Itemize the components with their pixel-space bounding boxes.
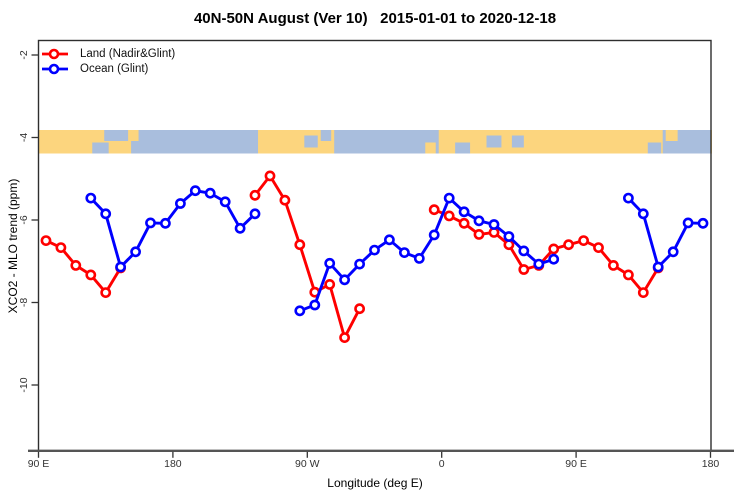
ocean-series-point (383, 234, 395, 246)
ocean-series-point (473, 215, 485, 227)
ocean-series-point (518, 245, 530, 257)
land-series-point (40, 235, 52, 246)
x-tick-label: 180 (702, 458, 720, 470)
ocean-series-point (623, 192, 634, 204)
land-series-point (264, 170, 276, 182)
land-series-point (55, 242, 67, 253)
ocean-series-point (398, 247, 410, 258)
ocean-series-point (324, 257, 336, 269)
ocean-series-point (682, 217, 694, 229)
land-series-point (593, 242, 604, 253)
ocean-series-point (637, 208, 649, 220)
ocean-series-point (339, 274, 350, 286)
map-strip-ocean-segment (647, 142, 662, 154)
ocean-series-point (219, 196, 231, 208)
map-strip-ocean-segment (334, 130, 439, 154)
y-tick-label: -10 (18, 377, 30, 392)
land-series-point (85, 269, 97, 281)
ocean-series-point (130, 246, 141, 258)
map-strip-ocean-segment (92, 142, 109, 154)
ocean-series-point (309, 299, 321, 311)
land-series-point (443, 210, 455, 222)
ocean-series-point (458, 206, 470, 218)
ocean-series-point (548, 253, 560, 265)
land-series-point (294, 239, 306, 251)
map-strip-land-patch (128, 130, 139, 141)
x-tick-label: 90 E (565, 458, 587, 470)
map-strip-ocean-segment (320, 130, 332, 141)
x-tick-label: 0 (439, 458, 445, 470)
land-series-point (324, 278, 336, 290)
land-series-point (100, 287, 112, 298)
land-series-point (428, 204, 440, 216)
ocean-series-point (652, 261, 664, 273)
y-tick-label: -4 (18, 133, 30, 142)
land-series-point (249, 189, 261, 201)
ocean-series-line (626, 196, 705, 269)
ocean-series-point (115, 261, 126, 273)
ocean-series-point (234, 222, 246, 234)
land-series-point (637, 287, 649, 298)
land-series-point (473, 228, 485, 240)
ocean-series-point (100, 208, 112, 220)
land-series-point (339, 332, 350, 343)
land-series-point (578, 235, 589, 246)
land-series-point (354, 303, 365, 315)
ocean-series-point (159, 217, 171, 229)
map-strip-ocean-segment (511, 135, 524, 148)
ocean-series-point (667, 246, 679, 258)
x-tick-label: 90 W (295, 458, 320, 470)
land-series-point (279, 194, 291, 206)
land-series-point (608, 259, 619, 271)
ocean-series-point (533, 258, 545, 270)
ocean-series-point (174, 198, 186, 209)
map-strip-ocean-segment (304, 135, 318, 148)
map-strip-land-patch (665, 130, 678, 141)
land-series-point (548, 243, 560, 255)
ocean-series-point (145, 217, 156, 229)
x-tick-label: 90 E (28, 458, 50, 470)
land-series-point (458, 217, 470, 229)
ocean-series-point (697, 217, 709, 229)
land-series-point (563, 239, 574, 251)
ocean-series-point (488, 219, 500, 230)
map-strip-ocean-segment (131, 130, 259, 154)
land-series-point (623, 269, 634, 281)
y-tick-label: -2 (18, 50, 30, 59)
ocean-series-point (443, 192, 455, 204)
ocean-series-point (354, 258, 365, 270)
map-strip-ocean-segment (455, 142, 471, 154)
land-series-point (518, 264, 530, 275)
y-tick-label: -8 (18, 298, 30, 307)
map-strip-ocean-segment (486, 135, 502, 148)
ocean-series-point (294, 305, 306, 317)
ocean-series-point (369, 244, 380, 256)
y-tick-label: -6 (18, 215, 30, 224)
ocean-series-point (204, 187, 216, 199)
ocean-series-point (189, 185, 201, 197)
ocean-series-point (428, 229, 440, 241)
land-series-line (253, 174, 362, 340)
ocean-series-point (413, 252, 425, 264)
ocean-series-point (249, 208, 261, 220)
map-strip-ocean-segment (104, 130, 130, 141)
ocean-series-point (85, 192, 97, 204)
land-series-point (70, 259, 82, 271)
land-series-line (432, 208, 660, 295)
ocean-series-point (503, 231, 515, 242)
x-tick-label: 180 (164, 458, 182, 470)
map-strip-land-patch (425, 142, 436, 154)
